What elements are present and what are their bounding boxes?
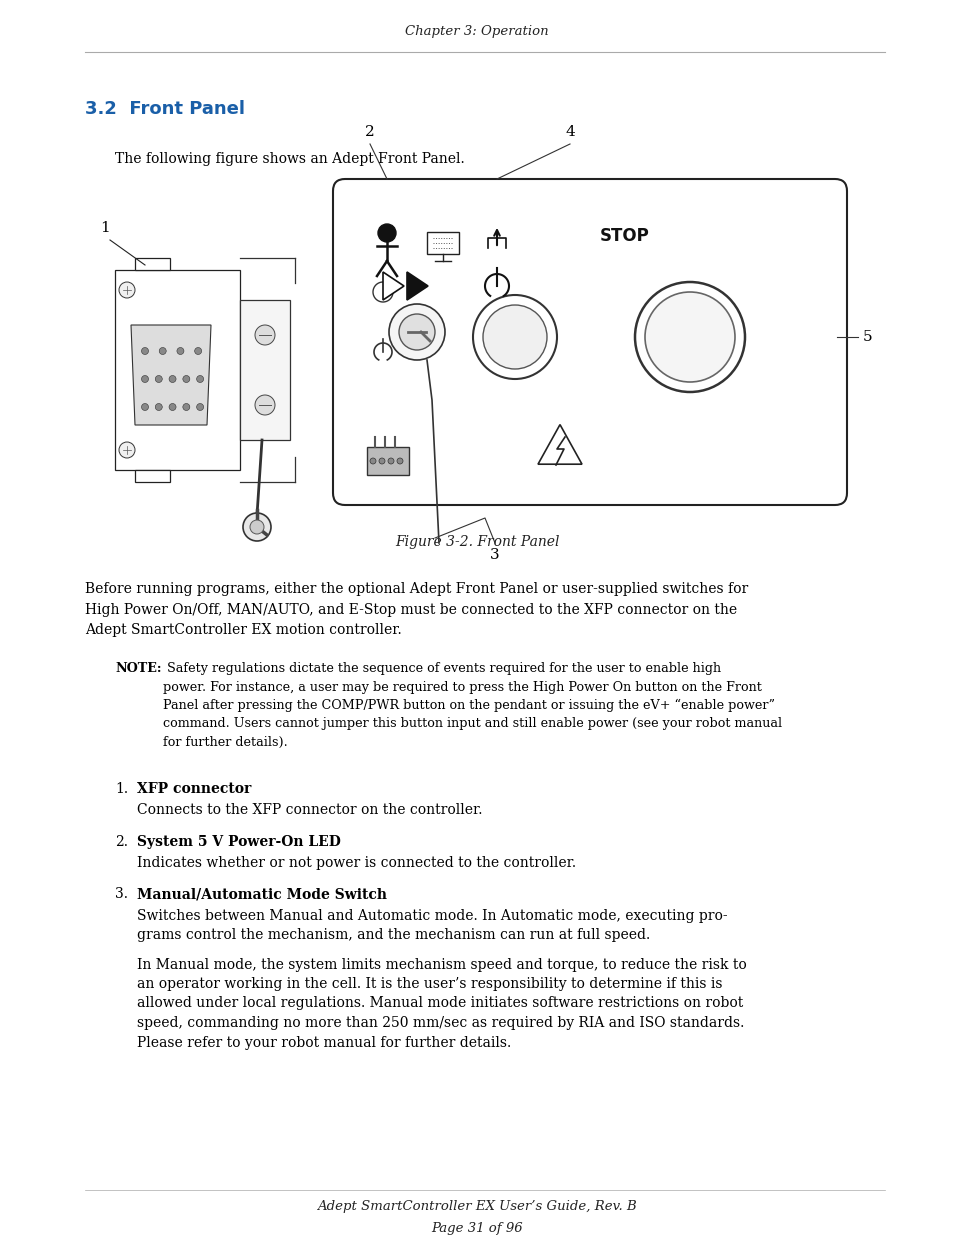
Bar: [135, 471, 170, 482]
Text: 1.: 1.: [115, 782, 128, 797]
Circle shape: [141, 375, 149, 383]
Circle shape: [398, 314, 435, 350]
Text: Chapter 3: Operation: Chapter 3: Operation: [405, 25, 548, 38]
Circle shape: [396, 458, 402, 464]
Text: 3.2  Front Panel: 3.2 Front Panel: [85, 100, 245, 119]
Circle shape: [119, 282, 135, 298]
Polygon shape: [131, 325, 211, 425]
Circle shape: [373, 282, 393, 303]
Text: Before running programs, either the optional Adept Front Panel or user-supplied : Before running programs, either the opti…: [85, 582, 747, 597]
Text: grams control the mechanism, and the mechanism can run at full speed.: grams control the mechanism, and the mec…: [137, 929, 650, 942]
Circle shape: [378, 458, 385, 464]
Text: NOTE:: NOTE:: [115, 662, 161, 676]
Bar: [115, 270, 240, 471]
Text: 1: 1: [100, 221, 110, 235]
Circle shape: [388, 458, 394, 464]
Text: Adept SmartController EX motion controller.: Adept SmartController EX motion controll…: [85, 622, 401, 637]
Text: Connects to the XFP connector on the controller.: Connects to the XFP connector on the con…: [137, 804, 482, 818]
Circle shape: [254, 325, 274, 345]
Text: 5: 5: [862, 330, 872, 345]
Circle shape: [176, 347, 184, 354]
Text: Page 31 of 96: Page 31 of 96: [431, 1221, 522, 1235]
Text: command. Users cannot jumper this button input and still enable power (see your : command. Users cannot jumper this button…: [163, 718, 781, 730]
Circle shape: [196, 375, 203, 383]
Text: power. For instance, a user may be required to press the High Power On button on: power. For instance, a user may be requi…: [163, 680, 761, 694]
Circle shape: [482, 305, 546, 369]
Text: speed, commanding no more than 250 mm/sec as required by RIA and ISO standards.: speed, commanding no more than 250 mm/se…: [137, 1016, 743, 1030]
Circle shape: [141, 404, 149, 410]
Text: Adept SmartController EX User’s Guide, Rev. B: Adept SmartController EX User’s Guide, R…: [316, 1200, 637, 1213]
Circle shape: [169, 404, 176, 410]
Circle shape: [473, 295, 557, 379]
Polygon shape: [407, 272, 428, 300]
Text: Switches between Manual and Automatic mode. In Automatic mode, executing pro-: Switches between Manual and Automatic mo…: [137, 909, 727, 923]
Text: In Manual mode, the system limits mechanism speed and torque, to reduce the risk: In Manual mode, the system limits mechan…: [137, 957, 746, 972]
Text: 2.: 2.: [115, 835, 128, 848]
Circle shape: [194, 347, 201, 354]
Bar: [367, 447, 409, 475]
Polygon shape: [382, 272, 403, 300]
Text: Please refer to your robot manual for further details.: Please refer to your robot manual for fu…: [137, 1035, 511, 1050]
Circle shape: [243, 513, 271, 541]
Text: The following figure shows an Adept Front Panel.: The following figure shows an Adept Fron…: [115, 152, 464, 165]
Circle shape: [196, 404, 203, 410]
Text: an operator working in the cell. It is the user’s responsibility to determine if: an operator working in the cell. It is t…: [137, 977, 721, 990]
Circle shape: [377, 224, 395, 242]
Circle shape: [644, 291, 734, 382]
Circle shape: [169, 375, 176, 383]
Circle shape: [250, 520, 264, 534]
Text: High Power On/Off, MAN/AUTO, and E-Stop must be connected to the XFP connector o: High Power On/Off, MAN/AUTO, and E-Stop …: [85, 603, 737, 616]
Text: for further details).: for further details).: [163, 736, 288, 748]
Circle shape: [183, 375, 190, 383]
Text: System 5 V Power-On LED: System 5 V Power-On LED: [137, 835, 340, 848]
Bar: [135, 258, 170, 270]
Text: XFP connector: XFP connector: [137, 782, 251, 797]
Text: Panel after pressing the COMP/PWR button on the pendant or issuing the eV+ “enab: Panel after pressing the COMP/PWR button…: [163, 699, 774, 713]
Text: Safety regulations dictate the sequence of events required for the user to enabl: Safety regulations dictate the sequence …: [163, 662, 720, 676]
Text: 4: 4: [564, 125, 575, 140]
Circle shape: [159, 347, 166, 354]
Text: Figure 3-2. Front Panel: Figure 3-2. Front Panel: [395, 535, 558, 550]
Circle shape: [155, 375, 162, 383]
FancyBboxPatch shape: [333, 179, 846, 505]
Text: STOP: STOP: [599, 227, 649, 245]
Circle shape: [370, 458, 375, 464]
Circle shape: [155, 404, 162, 410]
Circle shape: [635, 282, 744, 391]
Circle shape: [183, 404, 190, 410]
Text: 3: 3: [490, 548, 499, 562]
Circle shape: [254, 395, 274, 415]
Bar: [427, 232, 458, 254]
Circle shape: [389, 304, 444, 359]
Text: 3.: 3.: [115, 887, 128, 902]
Circle shape: [119, 442, 135, 458]
Text: Indicates whether or not power is connected to the controller.: Indicates whether or not power is connec…: [137, 856, 576, 871]
Bar: [240, 300, 290, 440]
Circle shape: [141, 347, 149, 354]
Text: Manual/Automatic Mode Switch: Manual/Automatic Mode Switch: [137, 887, 387, 902]
Text: 2: 2: [365, 125, 375, 140]
Text: allowed under local regulations. Manual mode initiates software restrictions on : allowed under local regulations. Manual …: [137, 997, 742, 1010]
Polygon shape: [537, 425, 581, 464]
